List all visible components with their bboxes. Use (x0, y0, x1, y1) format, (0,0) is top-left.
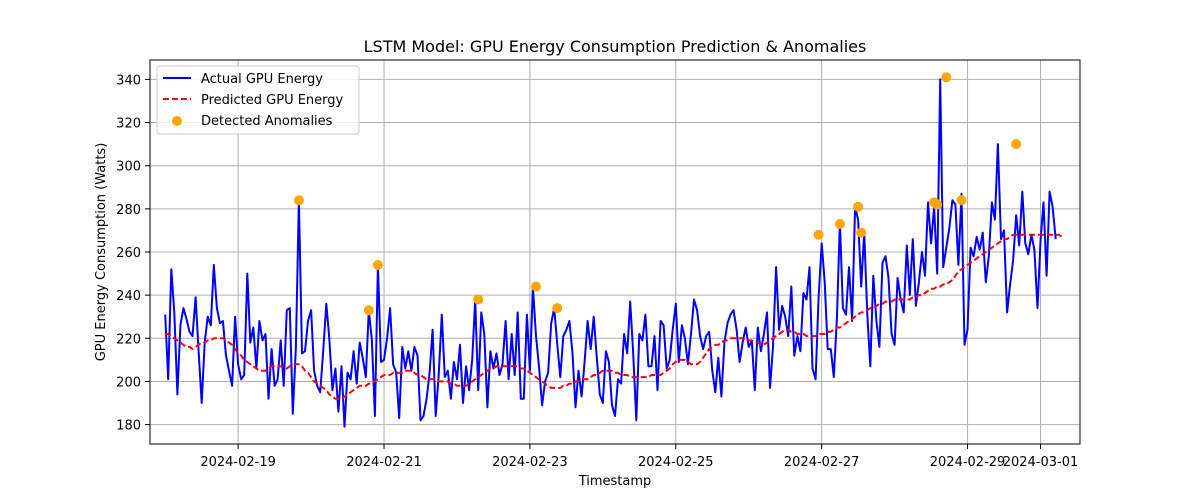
y-tick-label: 200 (116, 375, 141, 390)
anomaly-point (956, 195, 967, 206)
x-tick-label: 2024-02-25 (638, 455, 714, 470)
anomaly-point (941, 72, 952, 83)
x-tick-label: 2024-03-01 (1003, 455, 1079, 470)
anomaly-point (853, 201, 864, 212)
legend: Actual GPU Energy Predicted GPU Energy D… (156, 65, 360, 135)
chart-title: LSTM Model: GPU Energy Consumption Predi… (364, 37, 867, 56)
legend-anomaly-marker (172, 116, 182, 126)
y-tick-label: 340 (116, 73, 141, 88)
y-tick-label: 280 (116, 203, 141, 218)
ticks: 2024-02-19 2024-02-21 2024-02-23 2024-02-25… (116, 73, 1078, 470)
anomaly-point (813, 229, 824, 240)
legend-predicted-label: Predicted GPU Energy (201, 93, 344, 108)
legend-actual-label: Actual GPU Energy (201, 72, 323, 87)
anomaly-point (856, 227, 867, 238)
legend-box (156, 65, 360, 135)
anomaly-point (932, 199, 943, 210)
anomaly-point (552, 303, 563, 314)
anomaly-point (363, 305, 374, 316)
x-tick-label: 2024-02-27 (784, 455, 860, 470)
y-tick-label: 260 (116, 246, 141, 261)
y-tick-label: 300 (116, 160, 141, 175)
anomaly-point (834, 218, 845, 229)
y-tick-label: 240 (116, 289, 141, 304)
x-axis-title: Timestamp (578, 474, 652, 489)
anomaly-point (530, 281, 541, 292)
anomaly-point (372, 259, 383, 270)
x-tick-label: 2024-02-23 (492, 455, 568, 470)
y-tick-label: 220 (116, 332, 141, 347)
y-tick-label: 180 (116, 419, 141, 434)
y-axis-title: GPU Energy Consumption (Watts) (94, 143, 109, 362)
x-tick-label: 2024-02-21 (346, 455, 422, 470)
x-tick-label: 2024-02-29 (930, 455, 1006, 470)
x-tick-label: 2024-02-19 (200, 455, 276, 470)
actual-energy-line (164, 78, 1057, 428)
y-tick-label: 320 (116, 117, 141, 132)
anomaly-point (473, 294, 484, 305)
series-layer (164, 72, 1063, 428)
anomaly-point (293, 195, 304, 206)
anomaly-point (1011, 139, 1022, 150)
predicted-energy-line (165, 233, 1063, 400)
grid (150, 60, 1080, 444)
legend-anomaly-label: Detected Anomalies (201, 114, 333, 129)
